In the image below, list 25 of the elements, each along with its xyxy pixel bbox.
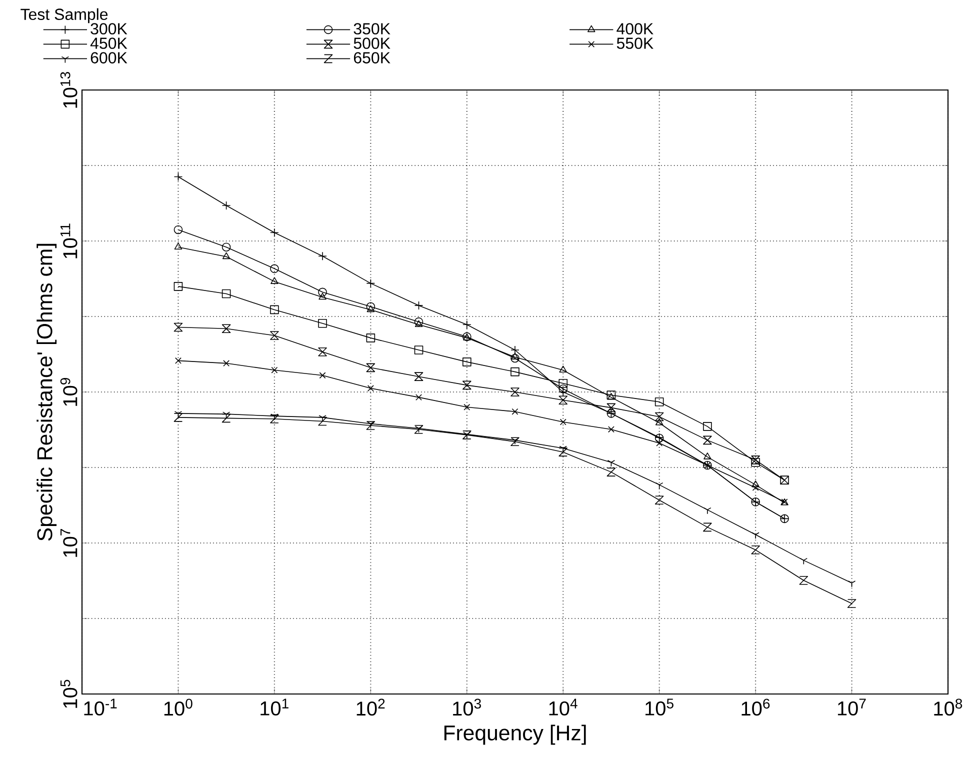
y-axis-title: Specific Resistance' [Ohms cm]: [36, 244, 57, 541]
x-tick-label: 10$^{8}$: [934, 698, 962, 716]
x-tick-label: 10$^{1}$: [260, 698, 288, 716]
y-tick-label: 10$^{13}$: [60, 72, 78, 108]
y-tick-label: 10$^{11}$: [60, 224, 78, 258]
x-tick-label: 10$^{2}$: [356, 698, 385, 716]
x-tick-label: 10$^{4}$: [549, 698, 578, 716]
legend-title: Test Sample: [20, 8, 108, 24]
legend-label: 650K: [354, 52, 390, 64]
legend-label: 500K: [354, 38, 390, 49]
legend-label: 450K: [90, 38, 128, 49]
x-tick-label: 10$^{-1}$: [84, 698, 117, 716]
y-tick-label: 10$^{7}$: [60, 529, 78, 557]
legend-label: 600K: [90, 52, 128, 64]
legend-label: 550K: [616, 38, 654, 49]
x-tick-label: 10$^{3}$: [453, 698, 481, 716]
legend-label: 300K: [90, 23, 128, 34]
x-tick-label: 10$^{6}$: [742, 698, 770, 716]
x-tick-label: 10$^{5}$: [646, 698, 674, 716]
legend-label: 400K: [616, 23, 654, 34]
legend-label: 350K: [354, 23, 390, 34]
x-axis-title: Frequency [Hz]: [444, 724, 586, 745]
x-tick-label: 10$^{7}$: [838, 698, 866, 716]
y-tick-label: 10$^{9}$: [60, 378, 78, 406]
x-tick-label: 10$^{0}$: [164, 698, 192, 716]
